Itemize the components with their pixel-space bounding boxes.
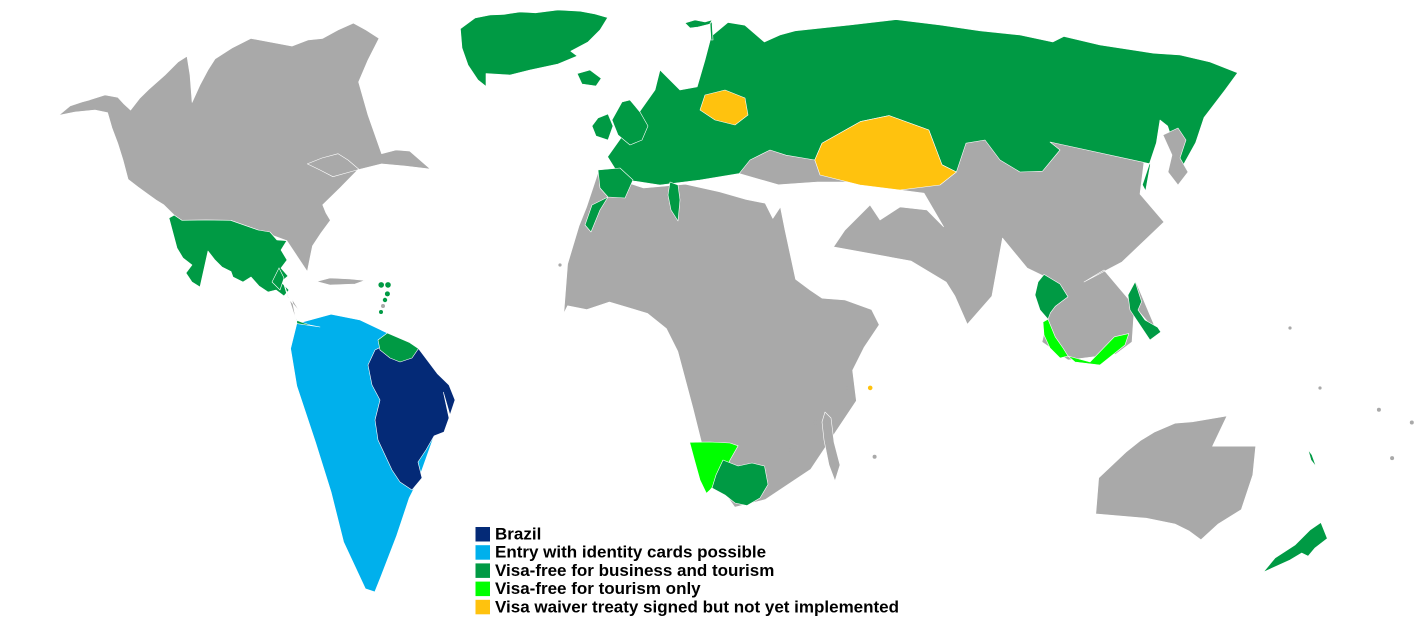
svg-text:Entry with identity cards poss: Entry with identity cards possible [495,543,766,562]
svg-text:Visa-free for business and tou: Visa-free for business and tourism [495,561,774,580]
svg-text:Visa waiver treaty signed but: Visa waiver treaty signed but not yet im… [495,597,899,616]
svg-text:Visa-free for tourism only: Visa-free for tourism only [495,579,701,598]
svg-text:Brazil: Brazil [495,525,541,544]
